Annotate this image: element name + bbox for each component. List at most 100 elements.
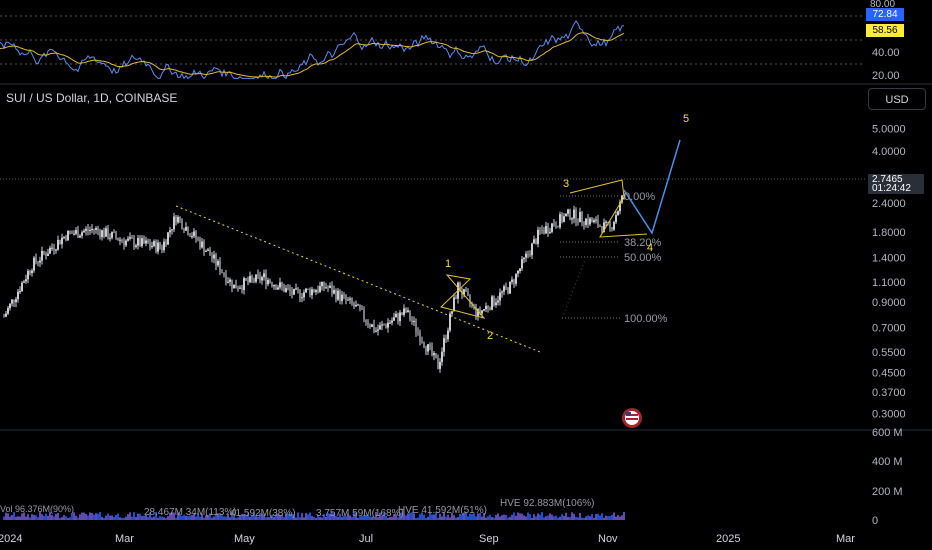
candle-body	[297, 288, 299, 291]
volume-bar	[605, 515, 607, 520]
candle-body	[261, 277, 263, 281]
volume-bar	[235, 517, 237, 520]
volume-axis-200m: 200 M	[872, 486, 903, 498]
candle-body	[47, 253, 49, 256]
candle-body	[173, 216, 175, 230]
candle-body	[251, 276, 253, 279]
candle-body	[275, 284, 277, 290]
volume-bar	[317, 515, 319, 520]
volume-bar	[123, 517, 125, 520]
candle-body	[61, 237, 63, 245]
volume-bar	[243, 514, 245, 520]
candle-body	[33, 257, 35, 271]
candle-body	[477, 309, 479, 316]
candle-body	[281, 282, 283, 287]
volume-bar	[299, 517, 301, 520]
candle-body	[333, 290, 335, 294]
volume-label-5: HVE 41.592M(51%)	[398, 505, 487, 516]
volume-bar	[321, 517, 323, 520]
volume-bar	[129, 512, 131, 520]
candle-body	[9, 303, 11, 309]
volume-bar	[311, 515, 313, 520]
volume-bar	[309, 512, 311, 520]
candle-body	[317, 290, 319, 292]
volume-bar	[55, 513, 57, 520]
candle-body	[263, 273, 265, 278]
volume-bar	[493, 517, 495, 520]
candle-body	[543, 230, 545, 234]
candle-body	[79, 235, 81, 238]
volume-bar	[259, 513, 261, 520]
candle-body	[563, 216, 565, 222]
volume-bar	[333, 513, 335, 520]
candle-body	[319, 286, 321, 292]
volume-bar	[189, 515, 191, 520]
volume-bar	[353, 512, 355, 520]
volume-bar	[367, 514, 369, 520]
volume-bar	[495, 514, 497, 520]
volume-bar	[607, 516, 609, 520]
volume-bar	[51, 515, 53, 520]
candle-body	[29, 271, 31, 274]
candle-body	[51, 247, 53, 249]
candle-body	[617, 211, 619, 216]
volume-bar	[419, 514, 421, 520]
us-flag-icon[interactable]	[622, 408, 642, 428]
candle-body	[353, 303, 355, 307]
candle-body	[27, 271, 29, 280]
candle-body	[541, 230, 543, 232]
volume-bar	[269, 517, 271, 520]
volume-bar	[217, 513, 219, 520]
volume-bar	[509, 516, 511, 520]
volume-axis-400m: 400 M	[872, 456, 903, 468]
time-label-mar-2025: Mar	[836, 533, 855, 545]
volume-bar	[87, 515, 89, 520]
volume-bar	[245, 516, 247, 520]
volume-bar	[483, 513, 485, 520]
candle-body	[203, 241, 205, 252]
candle-body	[549, 231, 551, 233]
candle-body	[403, 308, 405, 315]
candle-body	[285, 288, 287, 292]
volume-bar	[131, 516, 133, 520]
volume-bar	[247, 513, 249, 520]
candle-body	[551, 223, 553, 232]
candle-body	[373, 324, 375, 332]
candle-body	[503, 286, 505, 292]
volume-bar	[231, 512, 233, 520]
candle-body	[601, 226, 603, 233]
volume-bar	[589, 516, 591, 520]
volume-bar	[565, 512, 567, 520]
candle-body	[181, 219, 183, 229]
price-axis-label: 5.0000	[872, 123, 906, 135]
candle-body	[67, 230, 69, 241]
candle-body	[217, 261, 219, 266]
currency-button[interactable]: USD	[868, 88, 926, 110]
volume-bar	[365, 515, 367, 520]
volume-bar	[219, 514, 221, 520]
candle-body	[473, 304, 475, 306]
volume-bar	[213, 516, 215, 520]
candle-body	[357, 304, 359, 306]
volume-bar	[187, 516, 189, 520]
volume-bar	[225, 516, 227, 520]
candle-body	[145, 240, 147, 244]
volume-bar	[551, 514, 553, 520]
volume-bar	[623, 512, 625, 520]
volume-bar	[39, 512, 41, 520]
candle-body	[43, 250, 45, 254]
candle-body	[205, 250, 207, 252]
candle-body	[491, 296, 493, 310]
volume-bar	[249, 516, 251, 520]
candle-body	[495, 302, 497, 305]
candle-body	[619, 202, 621, 212]
volume-bar	[19, 516, 21, 520]
candle-body	[447, 330, 449, 340]
candle-body	[287, 288, 289, 290]
candle-body	[323, 281, 325, 288]
candle-body	[481, 310, 483, 314]
candle-body	[7, 308, 9, 314]
volume-bar	[373, 516, 375, 520]
candle-body	[85, 228, 87, 231]
